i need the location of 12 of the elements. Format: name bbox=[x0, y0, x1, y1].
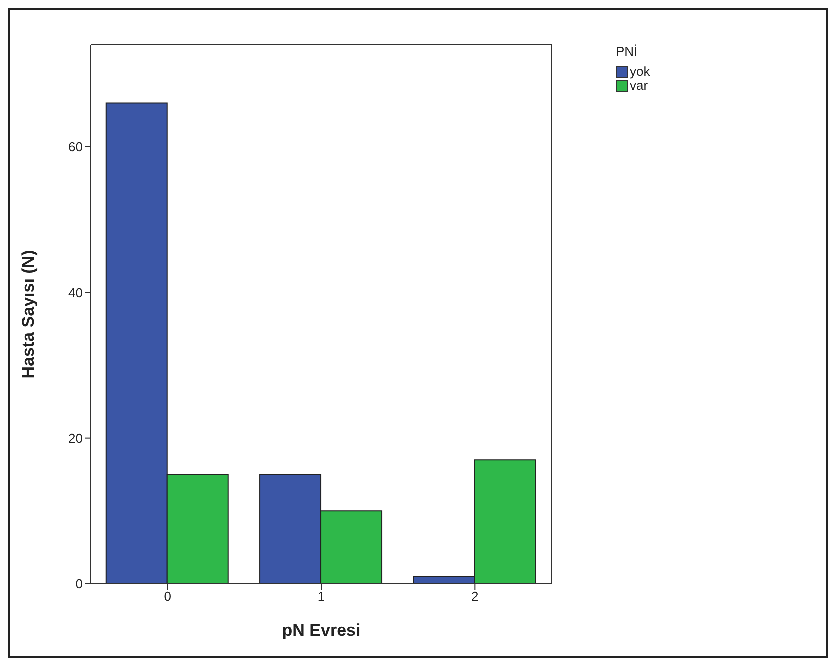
x-axis-title: pN Evresi bbox=[282, 621, 361, 640]
y-tick-label: 20 bbox=[68, 430, 83, 446]
y-tick-label: 0 bbox=[76, 576, 83, 592]
legend-label: yok bbox=[630, 64, 650, 79]
legend-label: var bbox=[630, 78, 648, 93]
x-tick-label: 0 bbox=[164, 589, 172, 604]
x-tick-label: 1 bbox=[318, 589, 326, 604]
y-tick-label: 60 bbox=[68, 140, 83, 155]
legend-title: PNİ bbox=[616, 44, 639, 59]
x-tick-label: 2 bbox=[472, 589, 479, 604]
y-tick-label: 40 bbox=[68, 285, 83, 300]
y-axis-title: Hasta Sayısı (N) bbox=[19, 250, 38, 379]
